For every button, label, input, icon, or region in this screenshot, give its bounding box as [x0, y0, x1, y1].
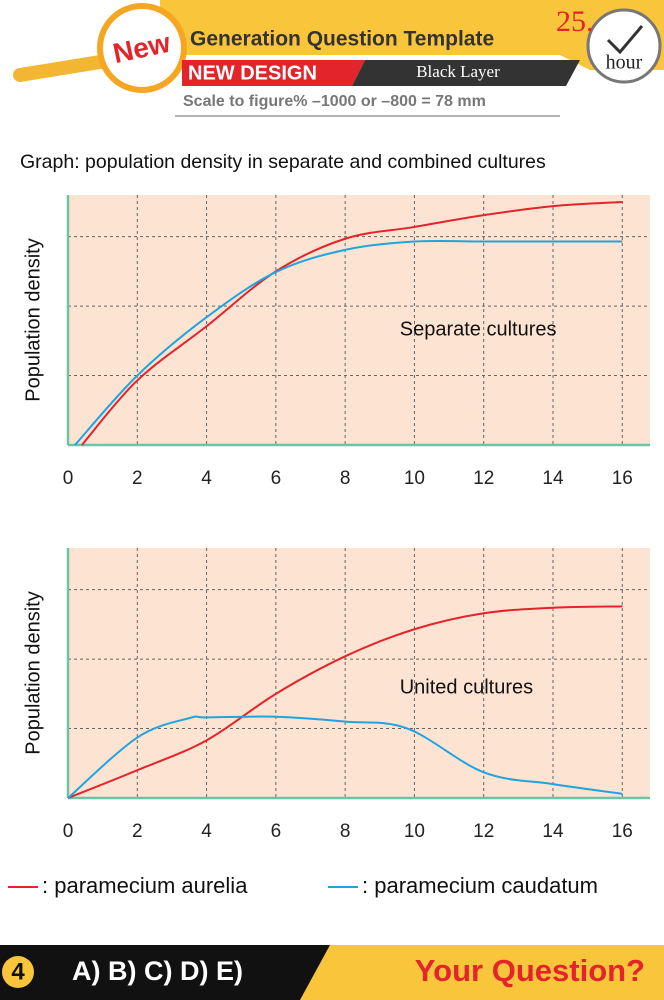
x-tick-label: 12	[473, 468, 494, 489]
x-tick-label: 6	[271, 821, 282, 842]
magnifier-handle	[13, 55, 107, 82]
series-line	[67, 605, 623, 799]
x-tick-label: 8	[340, 821, 351, 842]
x-tick-label: 6	[271, 468, 282, 489]
number-badge	[2, 956, 34, 988]
x-tick-label: 2	[132, 468, 143, 489]
x-tick-label: 0	[63, 821, 74, 842]
annotation: United cultures	[400, 676, 533, 698]
charts: 0 2 4 6 8 10 12 14 16 Population density Separate …	[22, 195, 650, 842]
series-line	[67, 715, 623, 799]
x-tick-label: 16	[612, 468, 633, 489]
x-tick-label: 4	[201, 821, 212, 842]
legend-label: : paramecium caudatum	[362, 873, 598, 898]
x-tick-label: 8	[340, 468, 351, 489]
layer: Black Layer	[416, 62, 500, 81]
clock-unit: hour	[606, 52, 643, 74]
x-tick-label: 10	[404, 468, 425, 489]
prompt: Your Question?	[415, 953, 645, 988]
series-line	[81, 200, 623, 446]
legend: : paramecium aurelia : paramecium caudatu…	[8, 873, 598, 898]
question-title: Graph: population density in separate an…	[20, 151, 546, 173]
layer-bg	[352, 60, 580, 86]
plot-area	[68, 548, 650, 798]
y-axis-label: Population density	[22, 238, 44, 401]
x-tick-label: 0	[63, 468, 74, 489]
magnifier	[97, 3, 187, 93]
x-tick-label: 12	[473, 821, 494, 842]
clock-number: 25.	[556, 5, 594, 38]
footer-prompt-bg	[300, 945, 664, 1000]
tag: NEW DESIGN	[188, 62, 317, 84]
x-tick-label: 14	[542, 468, 564, 489]
legend-label: : paramecium aurelia	[42, 873, 248, 898]
x-tick-label: 10	[404, 821, 425, 842]
plot-area	[68, 195, 650, 445]
tag-bg	[182, 60, 365, 86]
answers: A) B) C) D) E)	[72, 956, 243, 986]
header-band	[160, 0, 664, 70]
x-tick-label: 14	[542, 821, 564, 842]
y-axis-label: Population density	[22, 591, 44, 754]
header-title: Generation Question Template	[190, 28, 494, 51]
question-number: 4	[11, 958, 25, 985]
annotation: Separate cultures	[400, 318, 557, 340]
clock-check	[606, 25, 644, 55]
x-tick-label: 2	[132, 821, 143, 842]
x-tick-label: 4	[201, 468, 212, 489]
x-tick-label: 16	[612, 821, 633, 842]
series-line	[74, 239, 623, 446]
scale-note: Scale to figure% –1000 or –800 = 78 mm	[183, 93, 486, 110]
